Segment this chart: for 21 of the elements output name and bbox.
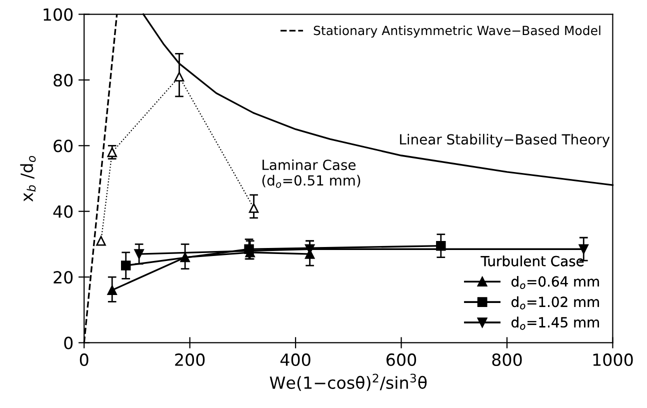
x-tick-label: 1000 <box>593 353 633 366</box>
y-tick-label: 20 <box>54 270 73 284</box>
y-tick-label: 0 <box>64 336 73 350</box>
x-tick-label: 400 <box>280 353 310 366</box>
annotation: Linear Stability−Based Theory <box>400 134 610 148</box>
y-tick-label: 100 <box>44 8 73 21</box>
x-tick-label: 0 <box>80 353 88 366</box>
legend-title: Turbulent Case <box>480 256 584 266</box>
legend-label: d$_{o}$=0.64 mm <box>512 276 599 289</box>
x-tick-label: 200 <box>175 353 205 366</box>
x-tick-label: 800 <box>492 353 522 366</box>
legend-label: d$_{o}$=1.02 mm <box>512 296 599 310</box>
annotation: Laminar Case (d$_{o}$=0.51 mm) <box>262 159 360 188</box>
legend-label: d$_{o}$=1.45 mm <box>512 316 599 330</box>
x-tick-label: 600 <box>386 353 416 366</box>
y-tick-label: 40 <box>53 205 73 218</box>
y-axis-title: x$_{b}$ /d$_{o}$ <box>20 156 36 202</box>
legend-label: Stationary Antisymmetric Wave−Based Model <box>314 26 600 38</box>
x-axis-title: We(1−cosθ)$^{2}$/sin$^{3}$θ <box>270 374 427 391</box>
y-tick-label: 60 <box>54 140 73 152</box>
y-tick-label: 80 <box>54 74 73 87</box>
